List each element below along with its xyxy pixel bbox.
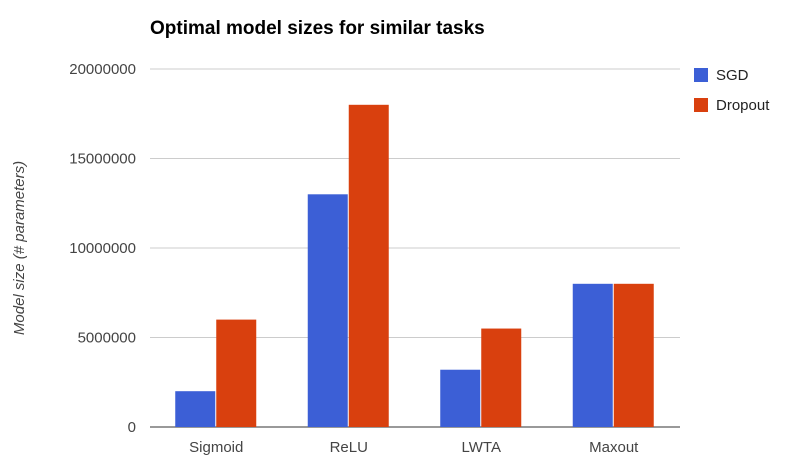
bar-dropout-relu [348, 104, 389, 428]
chart-title: Optimal model sizes for similar tasks [150, 18, 485, 39]
x-tick-label: ReLU [330, 439, 368, 456]
bar-dropout-lwta [481, 328, 522, 427]
y-tick-label: 0 [128, 419, 136, 436]
x-tick-label: LWTA [462, 439, 501, 456]
legend-label-dropout: Dropout [716, 97, 770, 114]
legend-swatch-dropout [694, 98, 708, 112]
x-tick-label: Maxout [589, 439, 639, 456]
bar-sgd-lwta [440, 369, 481, 427]
y-tick-label: 10000000 [69, 240, 136, 257]
bar-sgd-relu [307, 194, 348, 427]
y-axis-label: Model size (# parameters) [11, 161, 28, 335]
y-axis-tick-labels: 0 5000000 10000000 15000000 20000000 [69, 61, 136, 436]
bars [175, 104, 654, 428]
y-tick-label: 5000000 [78, 330, 136, 347]
x-tick-label: Sigmoid [189, 439, 243, 456]
legend-swatch-sgd [694, 68, 708, 82]
legend: SGD Dropout [694, 67, 770, 114]
legend-label-sgd: SGD [716, 67, 749, 84]
x-axis-tick-labels: Sigmoid ReLU LWTA Maxout [189, 439, 639, 456]
bar-dropout-sigmoid [216, 319, 257, 427]
bar-sgd-maxout [572, 283, 613, 427]
bar-dropout-maxout [613, 283, 654, 427]
y-tick-label: 15000000 [69, 151, 136, 168]
y-tick-label: 20000000 [69, 61, 136, 78]
bar-sgd-sigmoid [175, 391, 216, 427]
